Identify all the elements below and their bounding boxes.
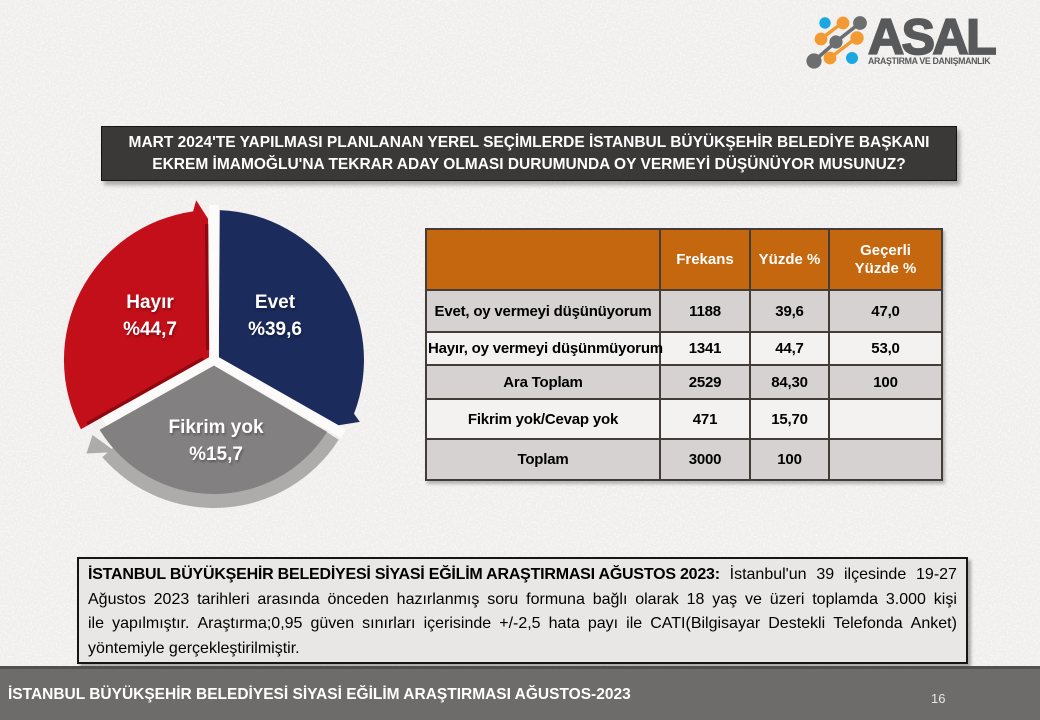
svg-text:ARAŞTIRMA VE DANIŞMANLIK: ARAŞTIRMA VE DANIŞMANLIK [868,56,991,66]
